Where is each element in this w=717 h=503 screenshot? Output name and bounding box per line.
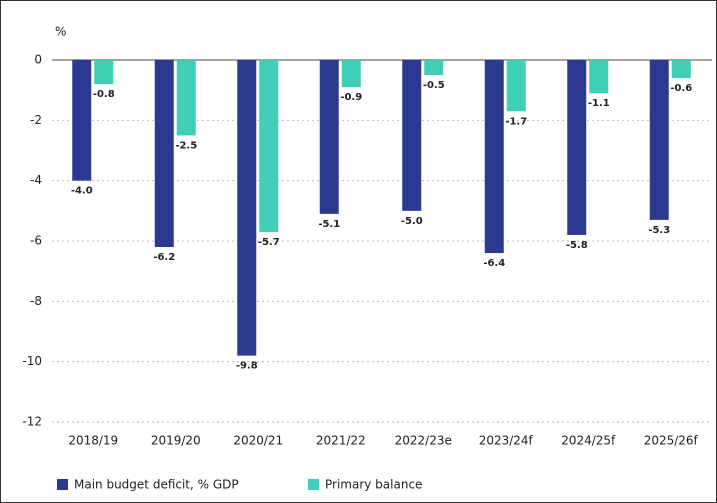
value-label: -4.0 <box>71 186 93 197</box>
y-tick-label: -8 <box>30 294 42 308</box>
y-tick-label: -2 <box>30 113 42 127</box>
y-tick-label: -6 <box>30 234 42 248</box>
value-label: -5.1 <box>318 219 340 230</box>
bar <box>671 60 691 79</box>
x-tick-label: 2020/21 <box>233 434 283 448</box>
legend-swatch <box>57 479 68 490</box>
y-tick-label: -4 <box>30 173 42 187</box>
bar <box>589 60 609 94</box>
bar <box>154 60 174 248</box>
legend-label: Main budget deficit, % GDP <box>74 478 239 492</box>
y-axis-label: % <box>55 25 66 39</box>
x-tick-label: 2021/22 <box>316 434 366 448</box>
x-tick-label: 2022/23e <box>395 434 452 448</box>
bar <box>649 60 669 220</box>
y-tick-label: -12 <box>22 415 42 429</box>
bar <box>484 60 504 254</box>
value-label: -5.7 <box>258 237 280 248</box>
bar <box>506 60 526 112</box>
bar <box>94 60 114 85</box>
value-label: -0.8 <box>93 89 115 100</box>
y-tick-label: -10 <box>22 354 42 368</box>
x-tick-label: 2018/19 <box>68 434 118 448</box>
bar <box>259 60 279 232</box>
x-tick-label: 2023/24f <box>479 434 534 448</box>
value-label: -1.7 <box>505 116 527 127</box>
bar <box>341 60 361 88</box>
legend-label: Primary balance <box>325 478 422 492</box>
bar <box>319 60 339 214</box>
value-label: -0.6 <box>670 83 692 94</box>
bar <box>176 60 196 136</box>
value-label: -5.0 <box>401 216 423 227</box>
value-label: -5.3 <box>648 225 670 236</box>
value-label: -0.5 <box>423 80 445 91</box>
value-label: -6.2 <box>153 252 175 263</box>
bar <box>402 60 422 211</box>
y-tick-label: 0 <box>34 53 42 67</box>
value-label: -1.1 <box>588 98 610 109</box>
x-tick-label: 2025/26f <box>644 434 699 448</box>
value-label: -9.8 <box>236 361 258 372</box>
value-label: -5.8 <box>566 240 588 251</box>
value-label: -0.9 <box>340 92 362 103</box>
x-tick-label: 2024/25f <box>561 434 616 448</box>
legend-swatch <box>308 479 319 490</box>
bar <box>567 60 587 235</box>
bar <box>72 60 92 181</box>
value-label: -6.4 <box>483 258 505 269</box>
bar <box>424 60 444 76</box>
value-label: -2.5 <box>175 140 197 151</box>
x-tick-label: 2019/20 <box>151 434 201 448</box>
bar <box>237 60 257 356</box>
